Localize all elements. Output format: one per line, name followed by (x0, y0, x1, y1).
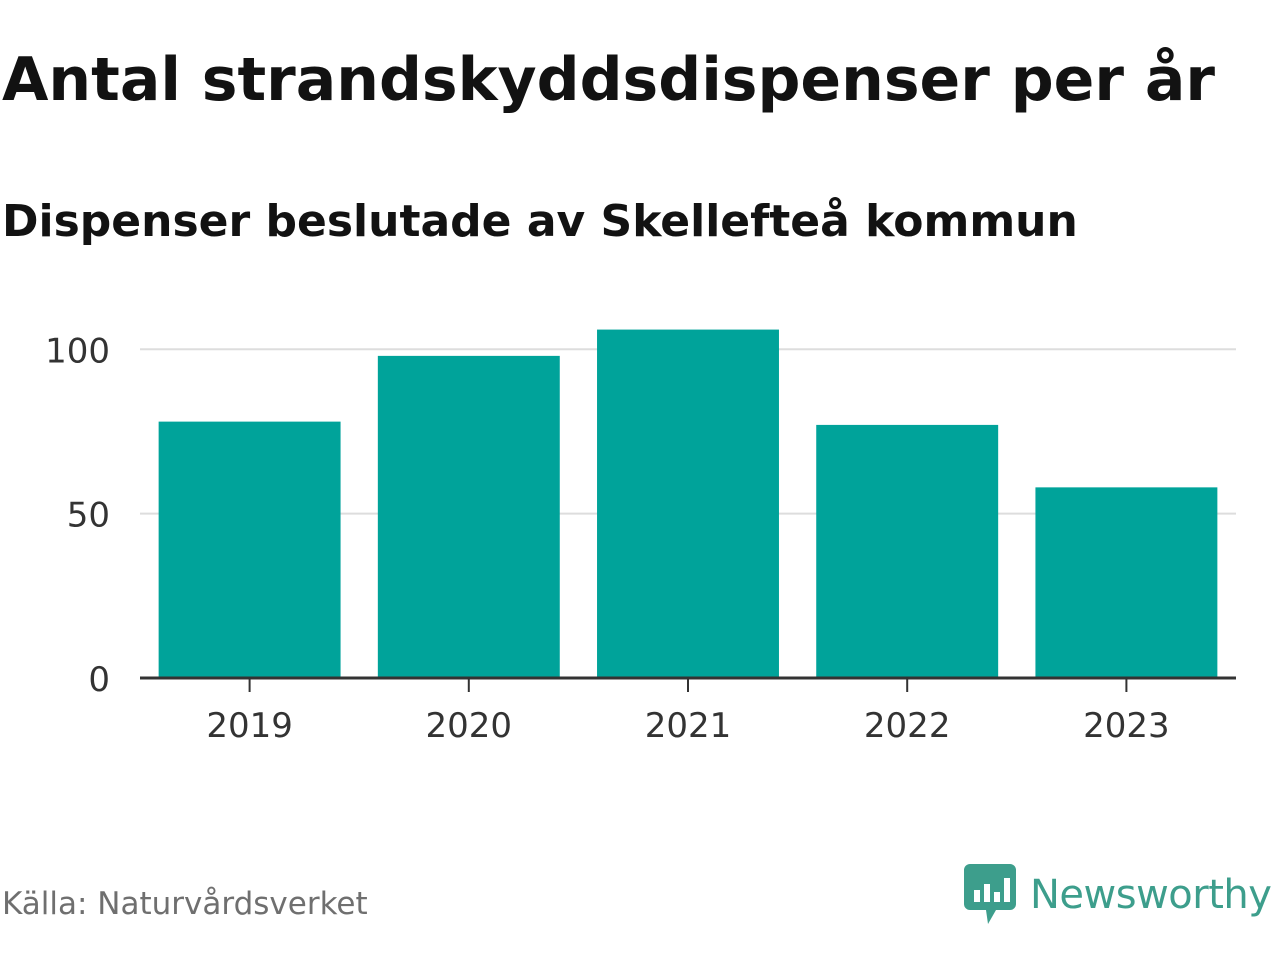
bar-2020 (377, 355, 560, 678)
bar-2019 (158, 421, 341, 678)
bar-2023 (1035, 487, 1218, 678)
y-tick-label: 100 (45, 331, 110, 371)
chart-subtitle: Dispenser beslutade av Skellefteå kommun (2, 196, 1078, 247)
bar-2021 (597, 329, 779, 678)
chart-title: Antal strandskyddsdispenser per år (2, 45, 1215, 115)
newsworthy-logo-icon (964, 864, 1016, 924)
axes: 0 50 100 2019 2020 2021 2022 2023 (45, 331, 1236, 746)
bar-2022 (816, 424, 999, 678)
bars (158, 329, 1218, 678)
y-tick-label: 0 (88, 660, 110, 700)
brand-name: Newsworthy (1030, 872, 1272, 918)
x-tick-label: 2023 (1083, 706, 1170, 746)
x-tick-label: 2019 (206, 706, 293, 746)
x-tick-label: 2020 (426, 706, 513, 746)
newsworthy-logo: Newsworthy (964, 864, 1272, 926)
source-note: Källa: Naturvårdsverket (2, 886, 368, 922)
x-tick-label: 2022 (864, 706, 951, 746)
y-tick-label: 50 (67, 496, 110, 536)
x-tick-label: 2021 (645, 706, 732, 746)
